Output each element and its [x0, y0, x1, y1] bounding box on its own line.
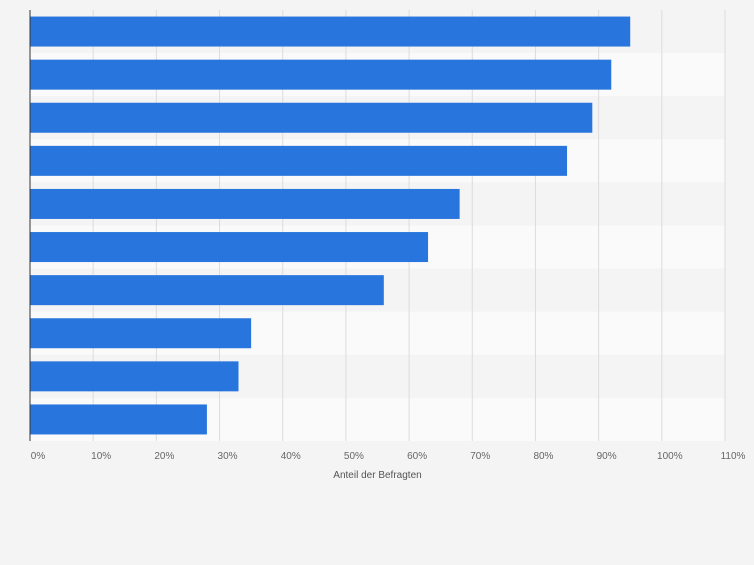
x-tick-label: 30%	[218, 451, 238, 462]
x-tick-label: 100%	[657, 451, 683, 462]
x-tick-labels: 0% 10% 20% 30% 40% 50% 60% 70% 80% 90% 100% 110%	[31, 451, 746, 462]
bar	[30, 16, 631, 47]
bar	[30, 318, 252, 349]
bars	[30, 16, 631, 435]
bar	[30, 361, 239, 392]
x-tick-label: 70%	[470, 451, 490, 462]
x-tick-label: 90%	[597, 451, 617, 462]
x-tick-label: 10%	[91, 451, 111, 462]
x-tick-label: 0%	[31, 451, 46, 462]
x-axis-label: Anteil der Befragten	[333, 470, 421, 481]
x-tick-label: 40%	[281, 451, 301, 462]
bar	[30, 145, 568, 176]
x-tick-label: 20%	[154, 451, 174, 462]
x-tick-label: 110%	[721, 451, 746, 462]
bar	[30, 188, 460, 219]
x-tick-label: 50%	[344, 451, 364, 462]
bar	[30, 275, 384, 306]
x-tick-label: 60%	[407, 451, 427, 462]
bar	[30, 232, 429, 263]
bar	[30, 102, 593, 133]
bar	[30, 59, 612, 90]
bar	[30, 404, 207, 435]
x-tick-label: 80%	[533, 451, 553, 462]
